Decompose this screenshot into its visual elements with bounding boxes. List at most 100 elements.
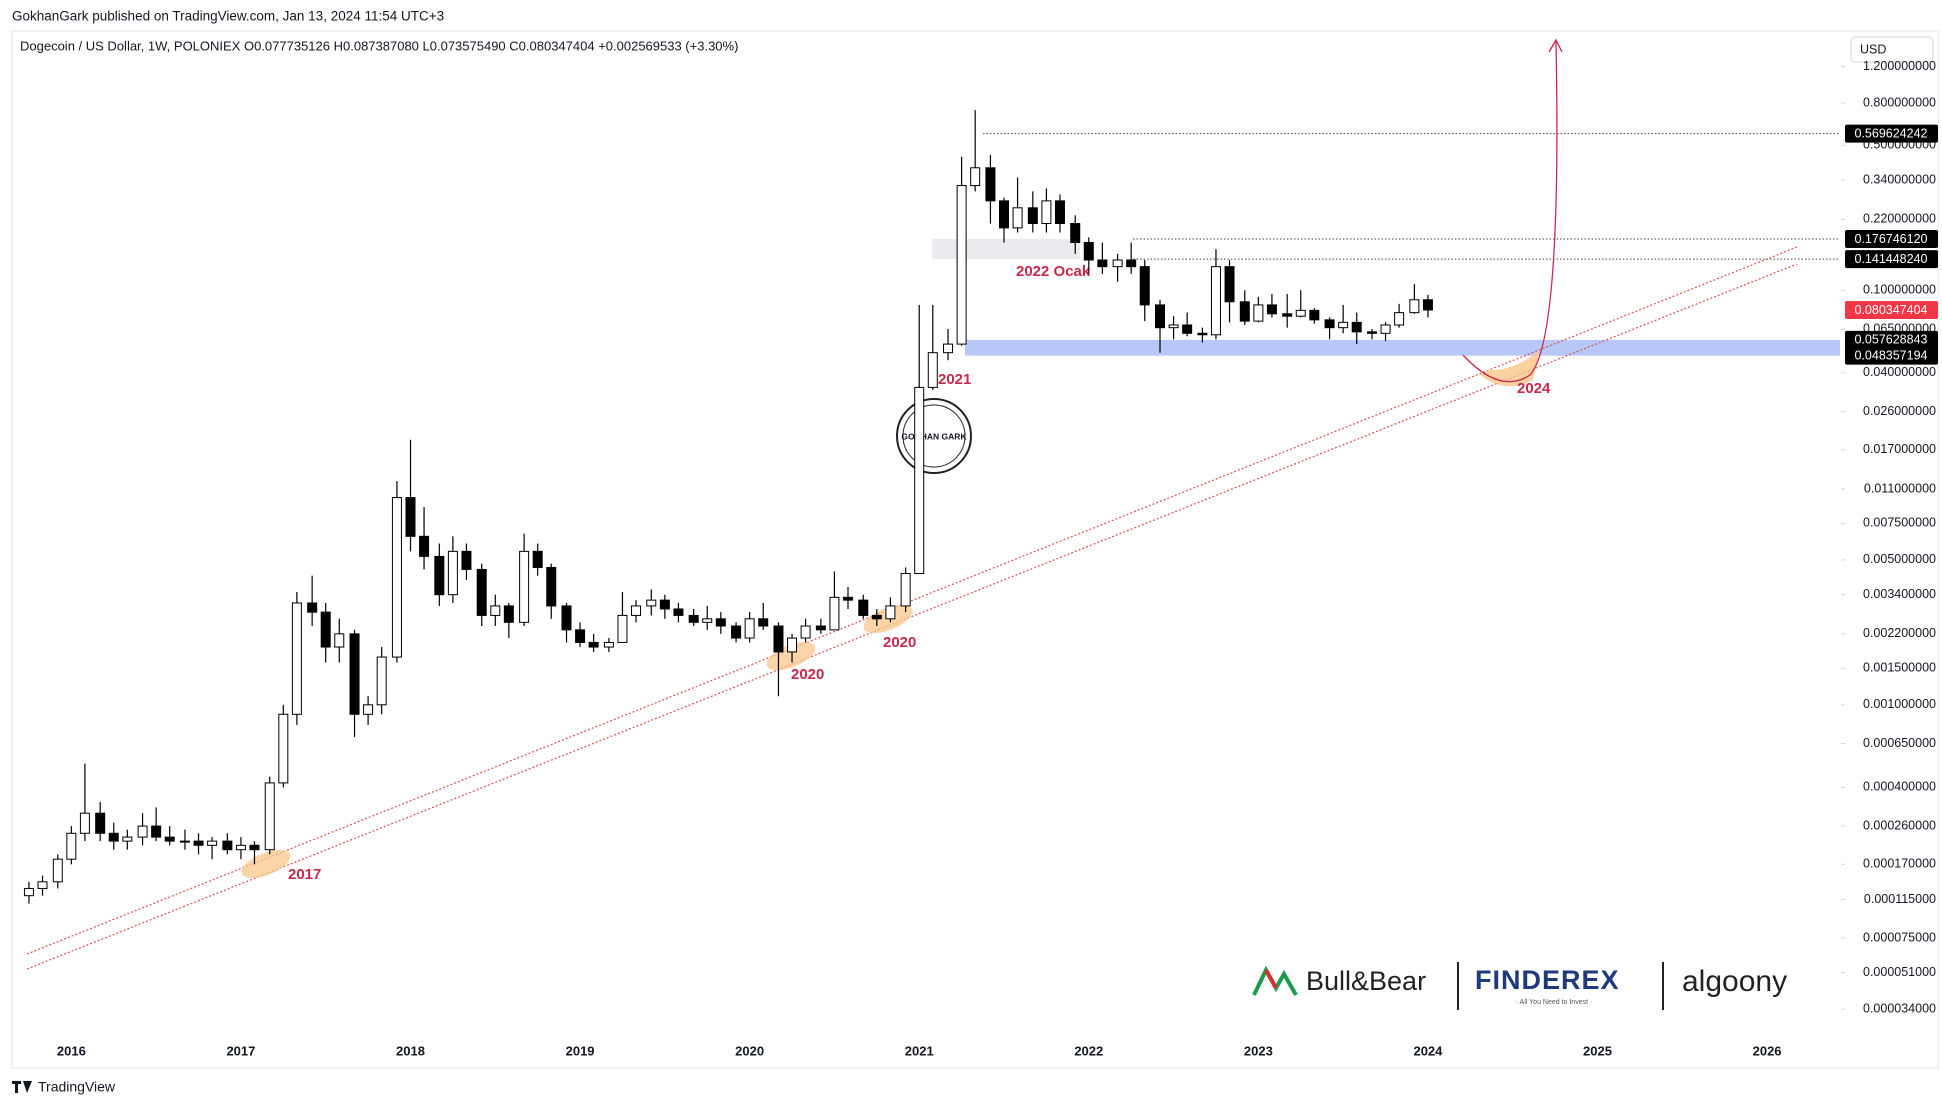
candle-body	[1041, 200, 1052, 224]
y-tick-label: 0.001000000	[1863, 697, 1936, 711]
candle-body	[122, 836, 133, 842]
candle-body	[476, 568, 487, 616]
candle-body	[1224, 266, 1235, 303]
candle-body	[376, 656, 387, 706]
level-box	[1845, 250, 1938, 269]
y-tick-label: 0.000115000	[1864, 892, 1936, 906]
highlight	[241, 849, 291, 879]
y-tick-label: 0.002200000	[1863, 626, 1936, 640]
candle-body	[1070, 222, 1081, 244]
currency[interactable]: USD	[1860, 42, 1886, 56]
y-tick-label: 0.000051000	[1863, 965, 1936, 979]
y-tick-label: 0.000400000	[1863, 780, 1936, 794]
level-label: 0.141448240	[1855, 252, 1928, 266]
currency-box[interactable]	[1850, 36, 1934, 63]
candle-body	[956, 185, 967, 345]
candle-body	[137, 825, 148, 838]
y-tick-label: 0.040000000	[1863, 365, 1936, 379]
candle-body	[1054, 200, 1065, 224]
candle-body	[858, 599, 869, 616]
candle-body	[1422, 299, 1433, 311]
candle-body	[179, 840, 190, 843]
symbol-legend: Dogecoin / US Dollar, 1W, POLONIEX O0.07…	[20, 38, 738, 53]
support-zone	[965, 339, 1840, 356]
y-tick-label: 0.017000000	[1863, 442, 1936, 456]
candle-body	[1309, 309, 1320, 321]
candle-body	[985, 167, 996, 202]
candle-body	[744, 618, 755, 639]
candle-body	[249, 844, 260, 851]
y-tick-label: 0.340000000	[1863, 172, 1936, 186]
candle-body	[1351, 321, 1362, 333]
candle-body	[673, 608, 684, 616]
candle-body	[79, 812, 90, 834]
y-tick-label: 0.005000000	[1863, 552, 1936, 566]
candle-body	[688, 614, 699, 623]
candle-body	[503, 605, 514, 623]
candle-body	[1012, 207, 1023, 229]
candle-body	[546, 566, 557, 607]
candle-body	[291, 602, 302, 715]
candle-body	[758, 618, 769, 627]
chart-frame	[11, 30, 1939, 1069]
candle-body	[603, 641, 614, 648]
resistance-zone	[932, 239, 1080, 260]
candle-body	[391, 497, 402, 658]
candle-body	[490, 605, 501, 616]
candle-body	[405, 497, 416, 537]
candle-body	[1027, 207, 1038, 224]
y-tick-label: 0.000260000	[1863, 818, 1936, 832]
candle-body	[1126, 259, 1137, 268]
candle-body	[1168, 324, 1179, 329]
candle-body	[1253, 304, 1264, 322]
y-tick-label: 0.011000000	[1864, 481, 1936, 495]
candle-body	[1266, 304, 1277, 315]
candle-body	[23, 887, 34, 897]
y-tick-label: 0.003400000	[1863, 587, 1936, 601]
candle-body	[787, 637, 798, 653]
annotation: 2022 Ocak	[1016, 263, 1091, 280]
candle-body	[222, 840, 233, 851]
candle-body	[207, 840, 218, 846]
level-label: 0.048357194	[1855, 348, 1928, 362]
candle-body	[914, 386, 925, 575]
candle-body	[447, 550, 458, 596]
candle-body	[1295, 309, 1306, 317]
candle-body	[1409, 299, 1420, 314]
footer-brand: TradingView	[38, 1079, 116, 1095]
logo-bull-bear: Bull&Bear	[1306, 966, 1426, 996]
candle-body	[1139, 266, 1150, 306]
candle-body	[927, 352, 938, 388]
annotation: 2020	[791, 666, 824, 683]
last-price-label: 0.080347404	[1855, 303, 1928, 317]
y-tick-label: 0.026000000	[1863, 404, 1936, 418]
candle-body	[800, 625, 811, 639]
annotation: 2017	[288, 866, 321, 883]
candle-body	[773, 625, 784, 653]
candle-body	[1155, 304, 1166, 329]
published-note: GokhanGark published on TradingView.com,…	[12, 9, 444, 24]
level-box	[1845, 346, 1938, 365]
candle-body	[235, 844, 246, 851]
y-tick-label: 1.200000000	[1863, 59, 1936, 73]
candle-body	[731, 625, 742, 639]
candle-body	[575, 629, 586, 643]
candle-body	[363, 704, 374, 715]
annotation: 2020	[883, 634, 916, 651]
candle-body	[1182, 324, 1193, 334]
logo-tagline: · All You Need to Invest ·	[1516, 999, 1593, 1006]
candle-body	[334, 633, 345, 648]
x-tick-label: 2017	[226, 1043, 255, 1058]
watermark-ring	[902, 404, 966, 468]
logo-finderex: FINDEREX	[1475, 965, 1620, 995]
candle-body	[193, 840, 204, 846]
y-tick-label: 0.800000000	[1863, 95, 1936, 109]
candle-body	[1112, 259, 1123, 268]
candle-body	[264, 782, 275, 851]
x-tick-label: 2019	[566, 1043, 595, 1058]
candle-body	[631, 605, 642, 616]
candle-body	[164, 836, 175, 842]
candle-body	[885, 605, 896, 620]
x-tick-label: 2018	[396, 1043, 425, 1058]
candle-body	[715, 618, 726, 627]
